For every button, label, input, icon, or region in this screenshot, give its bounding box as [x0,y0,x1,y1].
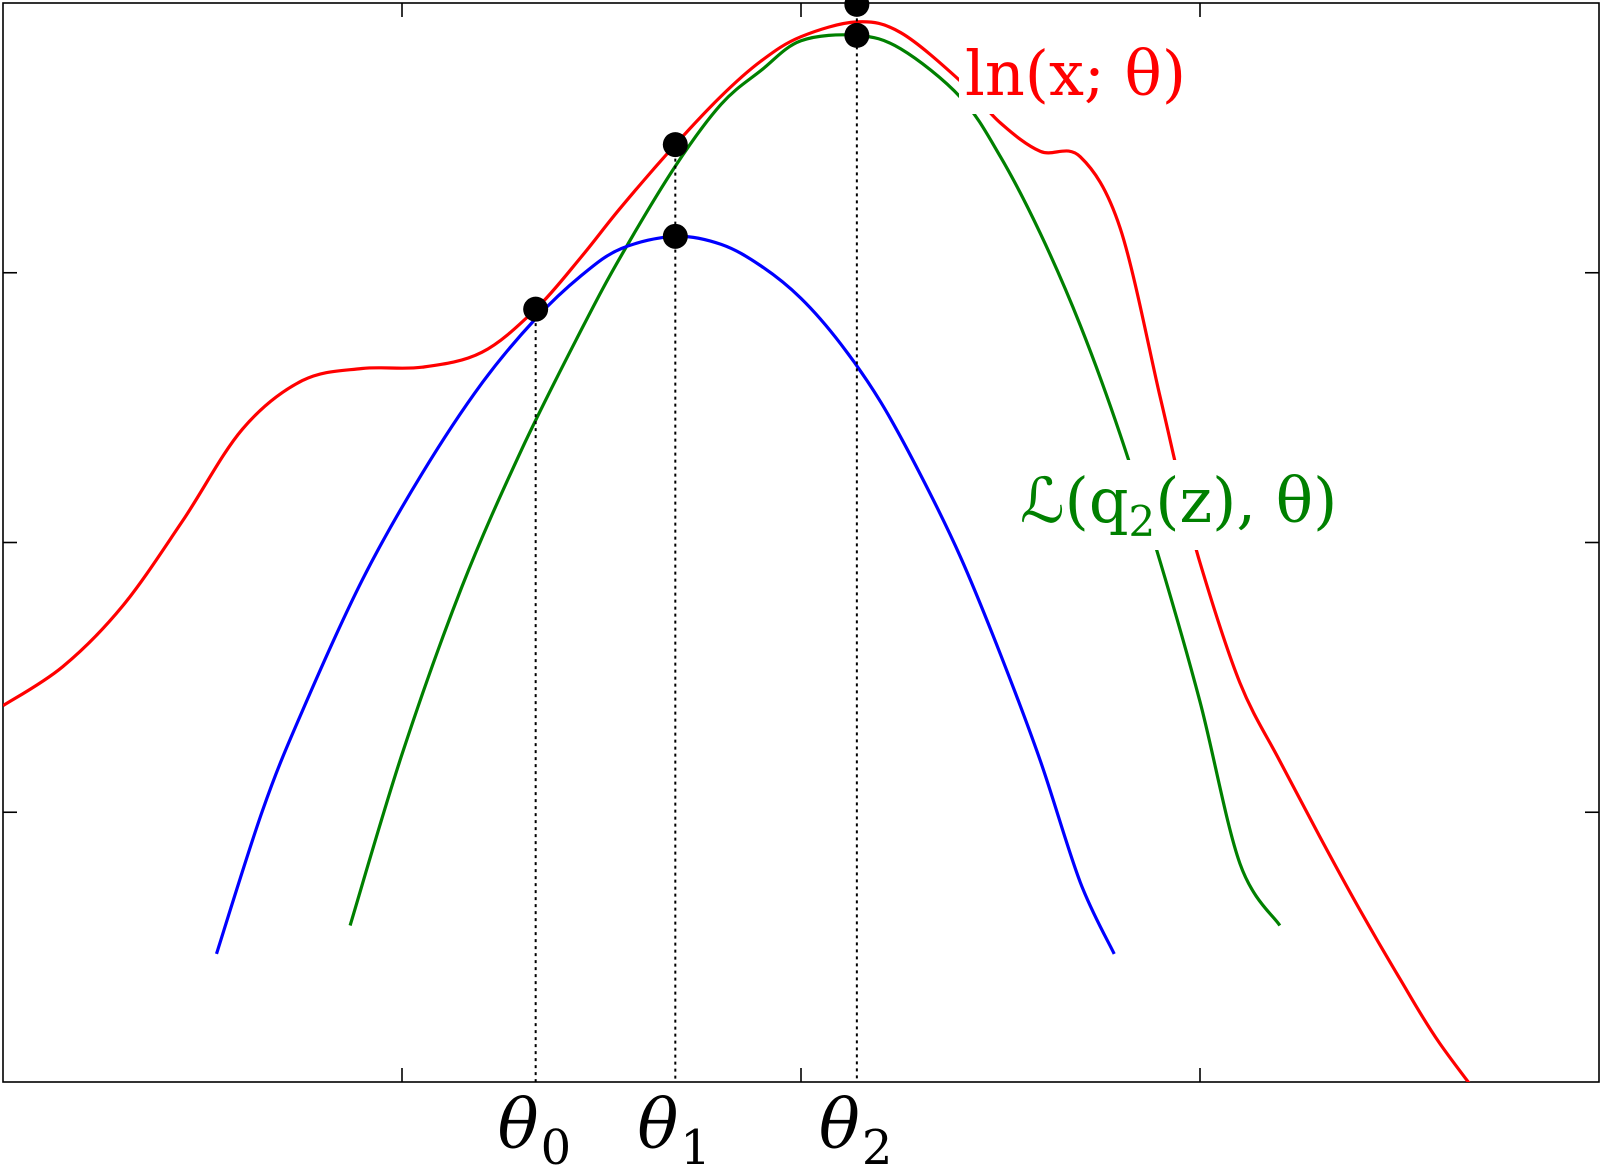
data-point-2 [662,223,688,249]
plot-border [2,2,1600,1083]
theta-2-label: θ2 [819,1086,893,1174]
lower-bound-q1-curve [214,234,1116,955]
plot-frame [2,2,1600,1083]
data-point-3 [844,0,870,17]
theta-0-label: θ0 [498,1086,572,1174]
points-layer [523,0,870,322]
data-point-0 [523,296,549,322]
data-point-4 [844,22,870,48]
guide-lines-layer [534,4,858,1082]
ln-curve [3,20,1471,1082]
lower-bound-curve-label: ℒ(q2(z), θ) [1020,464,1337,546]
label-background [959,33,1193,114]
curves-layer [3,20,1471,1082]
ln-curve-label: ln(x; θ) [965,37,1186,110]
data-point-1 [662,132,688,158]
label-background [1014,460,1344,550]
theta-1-label: θ1 [637,1086,711,1174]
labels-layer: θ0 θ1 θ2 [498,1086,893,1174]
